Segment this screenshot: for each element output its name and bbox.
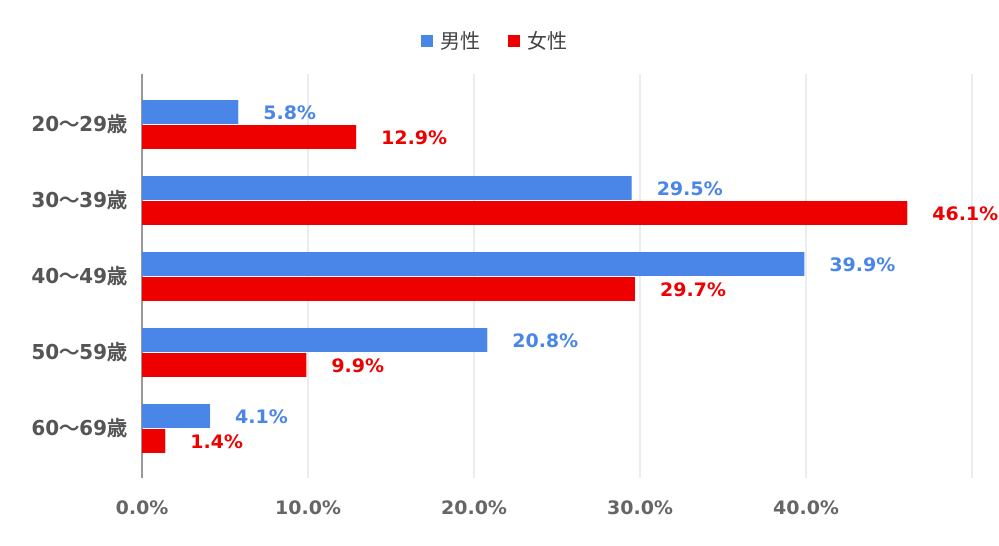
category-label: 60〜69歳	[31, 416, 127, 440]
bar-male	[142, 404, 211, 428]
category-label: 20〜29歳	[31, 112, 127, 136]
x-axis-ticks: 0.0% 10.0% 20.0% 30.0% 40.0%	[116, 497, 839, 519]
category-label: 30〜39歳	[31, 188, 127, 212]
data-label-male: 29.5%	[657, 178, 723, 200]
legend-label-male: 男性	[440, 29, 480, 53]
bar-female	[142, 125, 357, 149]
legend-label-female: 女性	[527, 29, 567, 53]
data-label-female: 9.9%	[331, 355, 384, 377]
category-labels: 20〜29歳 30〜39歳 40〜49歳 50〜59歳 60〜69歳	[31, 112, 127, 440]
data-label-male: 39.9%	[829, 254, 895, 276]
bar-male	[142, 176, 632, 200]
bar-female	[142, 201, 908, 225]
bar-female	[142, 277, 636, 301]
data-label-male: 20.8%	[512, 330, 578, 352]
legend-swatch-male	[421, 35, 433, 47]
bar-male	[142, 100, 239, 124]
x-tick-label: 40.0%	[773, 497, 839, 519]
data-label-male: 4.1%	[235, 406, 288, 428]
x-tick-label: 20.0%	[441, 497, 507, 519]
data-label-female: 12.9%	[381, 127, 447, 149]
category-label: 40〜49歳	[31, 264, 127, 288]
data-label-male: 5.8%	[263, 102, 316, 124]
bar-female	[142, 429, 166, 453]
bar-male	[142, 252, 805, 276]
x-tick-label: 10.0%	[275, 497, 341, 519]
bar-female	[142, 353, 307, 377]
data-label-female: 29.7%	[660, 279, 726, 301]
category-label: 50〜59歳	[31, 340, 127, 364]
x-tick-label: 0.0%	[116, 497, 169, 519]
legend: 男性 女性	[421, 29, 567, 53]
legend-swatch-female	[508, 35, 520, 47]
bars	[142, 100, 908, 453]
data-labels: 5.8% 29.5% 39.9% 20.8% 4.1% 12.9% 46.1% 29.7% 9.…	[190, 102, 998, 453]
x-tick-label: 30.0%	[607, 497, 673, 519]
bar-male	[142, 328, 488, 352]
data-label-female: 46.1%	[932, 203, 998, 225]
data-label-female: 1.4%	[190, 431, 243, 453]
